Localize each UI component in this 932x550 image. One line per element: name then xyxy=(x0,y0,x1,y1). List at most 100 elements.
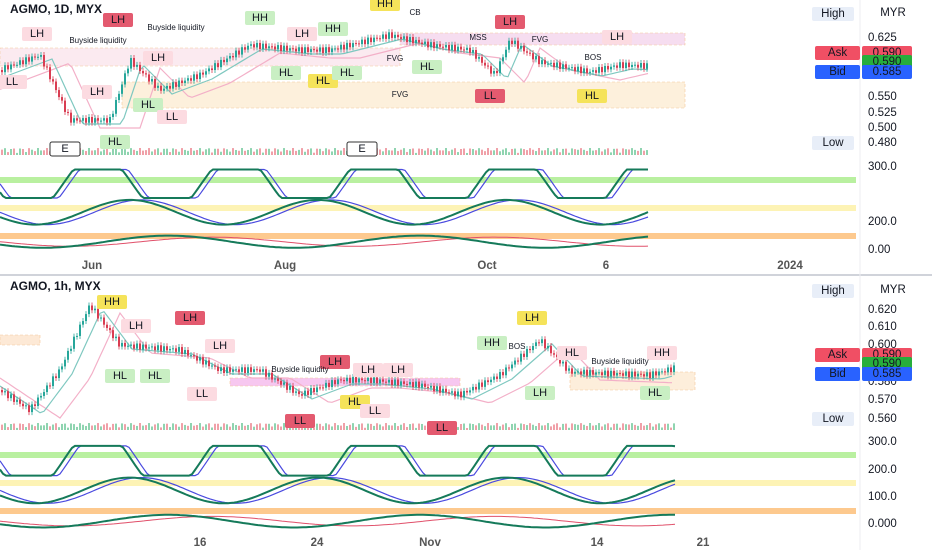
oscillator-line xyxy=(0,168,648,199)
pattern-label: LH xyxy=(295,28,309,40)
candle-body xyxy=(673,365,675,373)
volume-bar xyxy=(556,423,558,430)
volume-bar xyxy=(40,425,42,430)
candle-body xyxy=(112,113,114,118)
candle-body xyxy=(664,371,666,373)
volume-bar xyxy=(91,425,93,430)
volume-bar xyxy=(364,427,366,430)
pattern-label: LH xyxy=(151,52,165,64)
volume-bar xyxy=(166,148,168,155)
candle-body xyxy=(334,380,336,385)
pattern-label: HH xyxy=(252,12,268,24)
candle-body xyxy=(484,62,486,66)
candle-body xyxy=(412,382,414,388)
candle-body xyxy=(526,51,528,53)
candle-body xyxy=(367,37,369,45)
candle-body xyxy=(652,371,654,378)
oscillator-line xyxy=(0,477,676,504)
candle-body xyxy=(604,65,606,73)
volume-bar xyxy=(559,152,561,155)
bid-label-bg xyxy=(815,367,860,381)
candle-body xyxy=(34,404,36,406)
candle-body xyxy=(523,45,525,52)
pattern-label: LH xyxy=(129,320,143,332)
candle-body xyxy=(169,348,171,351)
candle-body xyxy=(520,353,522,362)
volume-bar xyxy=(19,148,21,155)
ask-label-bg xyxy=(815,348,860,362)
pattern-label-bg xyxy=(427,421,457,435)
low-price: 0.560 xyxy=(868,413,897,425)
volume-bar xyxy=(238,150,240,155)
candle-body xyxy=(604,370,606,376)
candle-body xyxy=(406,383,408,385)
volume-bar xyxy=(460,424,462,430)
volume-bar xyxy=(661,427,663,430)
volume-bar xyxy=(217,423,219,430)
pattern-label: LH xyxy=(30,28,44,40)
volume-bar xyxy=(19,423,21,430)
x-label: 16 xyxy=(194,537,207,549)
candle-body xyxy=(184,349,186,354)
volume-bar xyxy=(565,423,567,430)
currency: MYR xyxy=(880,7,906,19)
candle-body xyxy=(532,346,534,351)
candle-body xyxy=(202,357,204,365)
pattern-label: HH xyxy=(325,23,341,35)
volume-bar xyxy=(241,148,243,155)
candle-body xyxy=(370,377,372,383)
volume-bar xyxy=(301,148,303,155)
candle-body xyxy=(250,367,252,372)
volume-bar xyxy=(160,152,162,155)
candle-body xyxy=(328,47,330,53)
volume-bar xyxy=(322,426,324,430)
candle-body xyxy=(73,118,75,123)
volume-bar xyxy=(583,149,585,155)
candle-body xyxy=(499,61,501,74)
volume-bar xyxy=(553,149,555,155)
candle-body xyxy=(10,64,12,70)
candle-body xyxy=(364,380,366,382)
volume-bar xyxy=(478,148,480,155)
osc-tick: 300.0 xyxy=(868,161,897,173)
volume-bar xyxy=(397,151,399,155)
candle-body xyxy=(472,386,474,391)
volume-bar xyxy=(421,148,423,155)
volume-bar xyxy=(592,150,594,155)
candle-body xyxy=(40,395,42,398)
pattern-label: HL xyxy=(420,61,434,73)
pattern-label: HL xyxy=(148,370,162,382)
volume-bar xyxy=(244,150,246,155)
candle-body xyxy=(274,378,276,380)
volume-bar xyxy=(568,427,570,430)
candle-body xyxy=(607,370,609,377)
volume-bar xyxy=(169,427,171,430)
candle-body xyxy=(451,391,453,393)
volume-bar xyxy=(196,425,198,430)
zone-note: Buyside liquidity xyxy=(147,23,204,32)
pattern-label-bg xyxy=(287,27,317,41)
candle-body xyxy=(37,397,39,406)
pattern-label: HL xyxy=(585,90,599,102)
volume-bar xyxy=(148,148,150,155)
candle-body xyxy=(520,45,522,49)
volume-bar xyxy=(358,424,360,430)
pattern-label: LL xyxy=(166,111,178,123)
candle-body xyxy=(619,62,621,68)
volume-bar xyxy=(109,152,111,155)
candle-body xyxy=(595,372,597,375)
volume-bar xyxy=(412,148,414,155)
volume-bar xyxy=(457,152,459,155)
candle-body xyxy=(442,388,444,393)
candle-body xyxy=(529,348,531,351)
volume-bar xyxy=(496,148,498,155)
candle-body xyxy=(505,367,507,376)
volume-bar xyxy=(157,423,159,430)
candle-body xyxy=(160,345,162,352)
pattern-label: LL xyxy=(294,415,306,427)
candle-body xyxy=(175,82,177,87)
candle-body xyxy=(436,386,438,392)
volume-bar xyxy=(304,151,306,155)
bid-label: Bid xyxy=(829,66,846,78)
volume-bar xyxy=(472,424,474,430)
